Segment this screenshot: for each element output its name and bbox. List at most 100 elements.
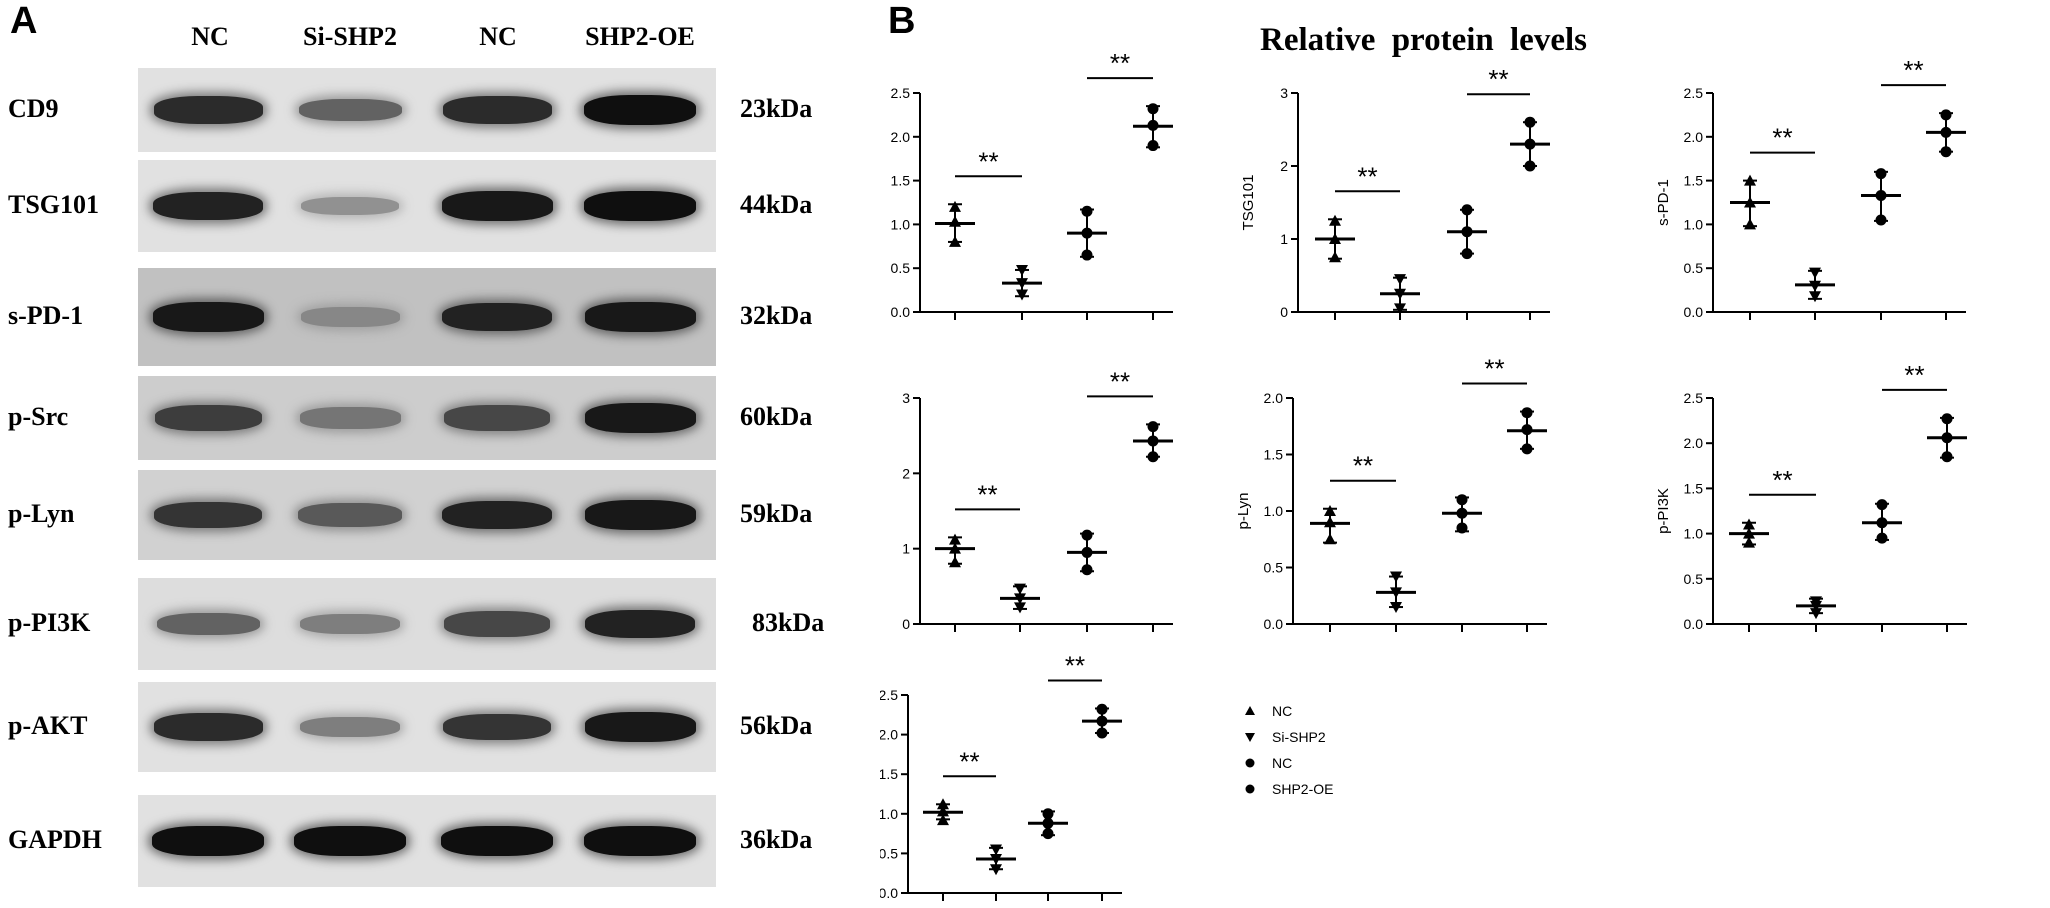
y-tick-label: 2.0: [1684, 129, 1704, 145]
scatter-chart: 0123p-Src****: [902, 366, 1173, 632]
blot-kda-label: 56kDa: [740, 711, 813, 740]
data-point: [1461, 226, 1473, 238]
data-point: [1324, 505, 1336, 516]
blot-row: GAPDH 36kDa: [0, 795, 900, 887]
y-tick-label: 0.0: [880, 885, 898, 901]
data-point: [1743, 518, 1755, 530]
panel-b-letter: B: [888, 0, 916, 42]
data-point: [1390, 587, 1402, 599]
y-tick-label: 2: [902, 465, 910, 481]
y-tick-label: 1.5: [891, 173, 911, 189]
significance-label: **: [1357, 161, 1377, 191]
data-point: [1456, 494, 1468, 506]
data-point: [1876, 499, 1888, 511]
data-point: [1521, 424, 1533, 436]
y-axis-label: p-PI3K: [1655, 488, 1672, 534]
data-point: [1081, 205, 1093, 217]
legend-label: Si-SHP2: [1272, 729, 1326, 745]
blot-band: [153, 713, 263, 741]
data-point: [1461, 204, 1473, 216]
significance-label: **: [1110, 366, 1130, 396]
lane-header-2: Si-SHP2: [303, 22, 397, 51]
y-tick-label: 1.5: [1684, 173, 1704, 189]
blot-row: s-PD-1 32kDa: [0, 268, 900, 366]
data-point: [990, 864, 1002, 876]
data-point: [949, 235, 961, 247]
lane-header-4: SHP2-OE: [585, 22, 695, 51]
data-point: [1016, 289, 1028, 301]
scatter-chart: 0.00.51.01.52.02.5CD9****: [891, 48, 1173, 320]
legend-label: NC: [1272, 755, 1292, 771]
lane-header-3: NC: [479, 22, 517, 51]
data-point: [1147, 435, 1159, 447]
blot-band: [584, 826, 696, 856]
data-point: [949, 533, 961, 545]
y-tick-label: 0.0: [1684, 304, 1704, 320]
blot-band: [441, 826, 553, 856]
y-tick-label: 0: [1280, 304, 1288, 320]
significance-label: **: [959, 746, 979, 776]
data-point: [1521, 407, 1533, 419]
data-point: [1042, 828, 1054, 840]
blot-row: TSG101 44kDa: [0, 160, 900, 252]
data-point: [949, 542, 961, 554]
data-point: [1329, 214, 1341, 226]
data-point: [1081, 564, 1093, 576]
data-point: [1521, 443, 1533, 455]
data-point: [1524, 116, 1536, 128]
blot-band: [154, 501, 262, 529]
data-point: [1524, 138, 1536, 150]
blot-kda-label: 59kDa: [740, 499, 813, 528]
data-point: [1096, 715, 1108, 727]
data-point: [1940, 146, 1952, 158]
y-tick-label: 1.5: [1264, 447, 1284, 463]
blot-band: [300, 307, 400, 327]
charts-svg: 0.00.51.01.52.02.5CD9****0123TSG101****0…: [880, 48, 1967, 901]
y-tick-label: 2.0: [891, 129, 911, 145]
data-point: [1042, 808, 1054, 820]
y-tick-label: 1: [902, 541, 910, 557]
y-tick-label: 1.0: [1264, 503, 1284, 519]
data-point: [937, 798, 949, 810]
y-tick-label: 1: [1280, 231, 1288, 247]
data-point: [1016, 278, 1028, 290]
blot-band: [444, 611, 550, 637]
data-point: [949, 215, 961, 227]
y-tick-label: 0.5: [1264, 560, 1284, 576]
lane-header-1: NC: [191, 22, 229, 51]
legend-marker: [1245, 733, 1255, 742]
blot-protein-label: p-Lyn: [8, 499, 75, 528]
data-point: [1809, 280, 1821, 292]
data-point: [1941, 413, 1953, 425]
significance-label: **: [1484, 354, 1504, 384]
y-tick-label: 2.0: [1264, 390, 1284, 406]
blot-row: p-PI3K 83kDa: [0, 578, 900, 670]
data-point: [1809, 267, 1821, 279]
blot-row: p-Src 60kDa: [0, 376, 900, 460]
blot-band: [301, 196, 399, 216]
blot-band: [443, 713, 551, 741]
blot-band: [156, 612, 260, 636]
data-point: [1524, 160, 1536, 172]
data-point: [1081, 546, 1093, 558]
blot-protein-label: TSG101: [8, 190, 100, 219]
blot-band: [441, 191, 553, 221]
data-point: [1147, 421, 1159, 433]
data-point: [1042, 817, 1054, 829]
data-point: [949, 200, 961, 212]
data-point: [1744, 218, 1756, 230]
data-point: [1743, 527, 1755, 539]
blot-band: [442, 96, 552, 124]
significance-label: **: [1110, 48, 1130, 78]
y-tick-label: 0.5: [891, 260, 911, 276]
data-point: [1744, 174, 1756, 186]
data-point: [1809, 291, 1821, 303]
data-point: [1390, 602, 1402, 614]
blot-band: [584, 95, 696, 125]
blot-row: p-AKT 56kDa: [0, 682, 900, 772]
data-point: [1014, 593, 1026, 605]
blot-band: [300, 716, 400, 738]
y-tick-label: 1.5: [1684, 480, 1704, 496]
blot-band: [584, 191, 696, 221]
significance-label: **: [1772, 465, 1792, 495]
